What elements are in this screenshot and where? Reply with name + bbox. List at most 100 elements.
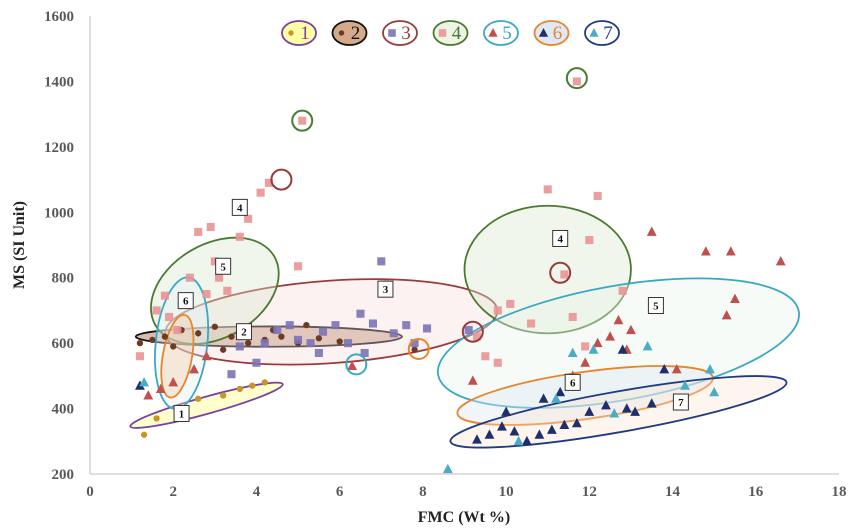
data-point-series-5 bbox=[613, 314, 624, 325]
data-point-series-1 bbox=[236, 385, 243, 393]
legend-item-5: 5 bbox=[483, 20, 519, 46]
data-point-series-2 bbox=[303, 322, 310, 329]
legend-label: 1 bbox=[300, 23, 310, 44]
data-point-series-3 bbox=[318, 327, 328, 336]
x-tick-label: 0 bbox=[86, 484, 94, 500]
data-point-series-4 bbox=[572, 77, 581, 86]
data-point-series-4 bbox=[298, 116, 307, 125]
data-point-series-2 bbox=[195, 330, 202, 337]
y-tick-labels: 200 400 600 800 1000 1200 1400 1600 bbox=[44, 9, 74, 483]
cluster-label-text: 5 bbox=[653, 301, 659, 313]
cluster-label-5a: 5 bbox=[215, 257, 232, 275]
data-point-series-5 bbox=[347, 360, 358, 371]
data-point-series-3 bbox=[464, 326, 473, 335]
legend-marker bbox=[488, 27, 498, 37]
x-tick-label: 2 bbox=[169, 484, 177, 500]
data-point-series-3 bbox=[343, 339, 353, 348]
data-point-series-6 bbox=[522, 435, 532, 446]
legend-marker bbox=[538, 27, 549, 37]
data-point-series-4 bbox=[185, 273, 194, 282]
data-point-series-6 bbox=[571, 417, 582, 428]
cluster-ellipse-6a bbox=[160, 314, 195, 399]
cluster-label-box bbox=[552, 229, 569, 247]
cluster-ellipses bbox=[129, 204, 800, 449]
data-point-series-5 bbox=[626, 324, 636, 335]
data-point-series-3 bbox=[377, 257, 386, 266]
data-point-series-7 bbox=[642, 341, 653, 351]
data-point-series-2 bbox=[244, 339, 252, 347]
data-point-series-1 bbox=[140, 431, 148, 438]
cluster-label-text: 4 bbox=[237, 202, 243, 214]
data-point-series-4 bbox=[235, 232, 244, 241]
data-point-series-4 bbox=[543, 185, 552, 194]
data-point-series-3 bbox=[331, 321, 340, 330]
outlier-ring bbox=[291, 109, 314, 132]
axes bbox=[89, 16, 839, 475]
outlier-rings bbox=[270, 67, 588, 376]
data-point-series-4 bbox=[493, 306, 502, 315]
data-point-series-7 bbox=[588, 344, 599, 354]
legend-label: 7 bbox=[603, 23, 613, 44]
data-point-series-3 bbox=[227, 370, 236, 379]
legend-ring bbox=[584, 20, 620, 46]
cluster-label-text: 1 bbox=[179, 408, 185, 420]
cluster-label-1: 1 bbox=[173, 404, 190, 422]
data-point-series-3 bbox=[252, 358, 261, 367]
data-point-series-6 bbox=[630, 406, 641, 416]
data-point-series-1 bbox=[220, 392, 227, 399]
data-point-series-6 bbox=[621, 403, 632, 413]
y-axis-title: MS (SI Unit) bbox=[11, 201, 28, 289]
data-point-series-4 bbox=[593, 191, 602, 200]
legend-item-7: 7 bbox=[584, 20, 620, 46]
cluster-label-6b: 6 bbox=[564, 373, 581, 391]
cluster-label-box bbox=[672, 393, 689, 411]
cluster-label-text: 6 bbox=[570, 377, 576, 389]
data-point-series-4 bbox=[206, 222, 215, 232]
cluster-label-2: 2 bbox=[235, 323, 252, 341]
data-point-series-5 bbox=[775, 256, 786, 266]
data-point-series-4 bbox=[264, 178, 273, 187]
data-point-series-4 bbox=[581, 342, 590, 351]
data-point-series-4 bbox=[214, 273, 224, 282]
data-points bbox=[135, 77, 786, 474]
cluster-label-text: 7 bbox=[678, 397, 684, 409]
legend-label: 6 bbox=[553, 23, 563, 44]
data-point-series-7 bbox=[139, 377, 150, 387]
data-point-series-4 bbox=[294, 262, 303, 271]
data-point-series-3 bbox=[294, 335, 303, 344]
cluster-label-4b: 4 bbox=[552, 229, 569, 247]
data-point-series-6 bbox=[659, 363, 670, 374]
legend-marker bbox=[288, 30, 294, 36]
data-point-series-6 bbox=[538, 393, 549, 403]
data-point-series-7 bbox=[567, 347, 578, 357]
y-tick-label: 400 bbox=[52, 402, 75, 418]
data-point-series-5 bbox=[605, 331, 616, 341]
data-point-series-4 bbox=[560, 270, 569, 279]
data-point-series-1 bbox=[261, 379, 268, 386]
outlier-ring bbox=[270, 168, 293, 191]
data-point-series-5 bbox=[143, 390, 154, 400]
data-point-series-2 bbox=[136, 339, 144, 347]
cluster-label-box bbox=[231, 198, 248, 216]
data-point-series-6 bbox=[497, 421, 507, 431]
legend-label: 3 bbox=[401, 23, 411, 44]
data-point-series-7 bbox=[709, 386, 720, 397]
data-point-series-1 bbox=[195, 395, 202, 402]
data-point-series-7 bbox=[442, 463, 453, 474]
data-point-series-3 bbox=[360, 348, 369, 357]
data-point-series-5 bbox=[700, 246, 711, 256]
data-point-series-2 bbox=[228, 333, 235, 340]
data-point-series-4 bbox=[585, 236, 594, 245]
data-point-series-2 bbox=[220, 346, 227, 353]
cluster-label-box bbox=[177, 292, 194, 310]
x-tick-labels: 0 2 4 6 8 10 12 14 16 18 bbox=[86, 484, 846, 500]
data-point-series-5 bbox=[467, 375, 478, 385]
data-point-series-7 bbox=[609, 408, 620, 418]
data-point-series-6 bbox=[534, 429, 545, 439]
outlier-ring bbox=[565, 67, 588, 90]
cluster-ellipse-1 bbox=[129, 381, 284, 429]
cluster-label-box bbox=[215, 257, 232, 275]
y-tick-label: 1200 bbox=[44, 140, 74, 156]
x-tick-label: 18 bbox=[832, 484, 847, 500]
cluster-label-5b: 5 bbox=[647, 297, 664, 315]
